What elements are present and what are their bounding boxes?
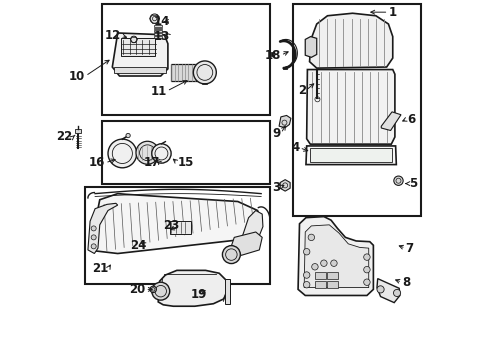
Polygon shape	[231, 232, 262, 255]
Circle shape	[320, 260, 327, 266]
Circle shape	[152, 144, 171, 163]
Circle shape	[364, 254, 370, 260]
Circle shape	[136, 141, 159, 164]
Bar	[170, 221, 191, 234]
Text: 19: 19	[191, 288, 207, 301]
Circle shape	[393, 289, 401, 297]
Bar	[310, 148, 392, 162]
Polygon shape	[377, 279, 400, 303]
Bar	[75, 129, 81, 133]
Text: 12: 12	[105, 29, 122, 42]
Polygon shape	[242, 211, 263, 244]
Circle shape	[152, 282, 170, 300]
Polygon shape	[305, 37, 317, 57]
Text: 8: 8	[402, 276, 410, 289]
Polygon shape	[310, 13, 393, 68]
Bar	[315, 281, 326, 288]
Circle shape	[364, 266, 370, 273]
Text: 20: 20	[129, 283, 146, 296]
Circle shape	[303, 282, 310, 288]
Bar	[154, 36, 162, 38]
Text: 21: 21	[92, 262, 108, 275]
Circle shape	[91, 235, 96, 240]
Circle shape	[394, 176, 403, 185]
Polygon shape	[307, 69, 395, 144]
Polygon shape	[112, 33, 168, 76]
Bar	[85, 187, 270, 284]
Bar	[154, 25, 162, 27]
Circle shape	[150, 14, 159, 23]
Circle shape	[131, 36, 137, 42]
Text: 22: 22	[57, 130, 73, 144]
Polygon shape	[304, 225, 368, 288]
Circle shape	[312, 264, 318, 270]
Circle shape	[308, 234, 315, 240]
Circle shape	[91, 226, 96, 231]
Text: 15: 15	[177, 156, 194, 169]
Text: 5: 5	[409, 177, 417, 190]
Bar	[315, 272, 326, 279]
Circle shape	[150, 286, 156, 293]
Circle shape	[364, 279, 370, 285]
Polygon shape	[93, 194, 261, 253]
Circle shape	[91, 244, 96, 249]
Text: 13: 13	[153, 30, 170, 43]
Circle shape	[108, 139, 137, 168]
Circle shape	[222, 246, 240, 264]
Polygon shape	[158, 270, 228, 306]
Text: 16: 16	[89, 156, 105, 169]
Circle shape	[303, 272, 310, 278]
Polygon shape	[381, 112, 401, 131]
Bar	[327, 272, 338, 279]
Circle shape	[126, 134, 130, 138]
Bar	[154, 31, 162, 32]
Text: 6: 6	[407, 113, 416, 126]
Bar	[101, 121, 270, 184]
Text: 24: 24	[130, 239, 147, 252]
Bar	[294, 4, 421, 216]
Bar	[114, 67, 166, 73]
Bar	[225, 279, 230, 304]
Text: 4: 4	[291, 141, 299, 154]
Text: 7: 7	[406, 242, 414, 255]
Text: 10: 10	[69, 69, 85, 82]
Polygon shape	[88, 203, 118, 253]
Bar	[154, 33, 162, 35]
Circle shape	[377, 286, 384, 293]
Bar	[122, 39, 155, 56]
Text: 18: 18	[265, 49, 281, 62]
Bar	[154, 28, 162, 30]
Text: 1: 1	[389, 6, 396, 19]
Circle shape	[303, 248, 310, 255]
Bar	[327, 281, 338, 288]
Bar	[101, 4, 270, 116]
Polygon shape	[279, 116, 291, 128]
Circle shape	[331, 260, 337, 266]
Bar	[172, 64, 198, 81]
Text: 17: 17	[144, 156, 160, 169]
Text: 9: 9	[272, 127, 281, 140]
Text: 14: 14	[153, 15, 170, 28]
Polygon shape	[298, 217, 373, 296]
Text: 23: 23	[164, 219, 180, 233]
Text: 11: 11	[150, 85, 167, 98]
Polygon shape	[306, 146, 396, 165]
Text: 3: 3	[272, 181, 280, 194]
Text: 2: 2	[298, 84, 306, 97]
Circle shape	[194, 61, 216, 84]
